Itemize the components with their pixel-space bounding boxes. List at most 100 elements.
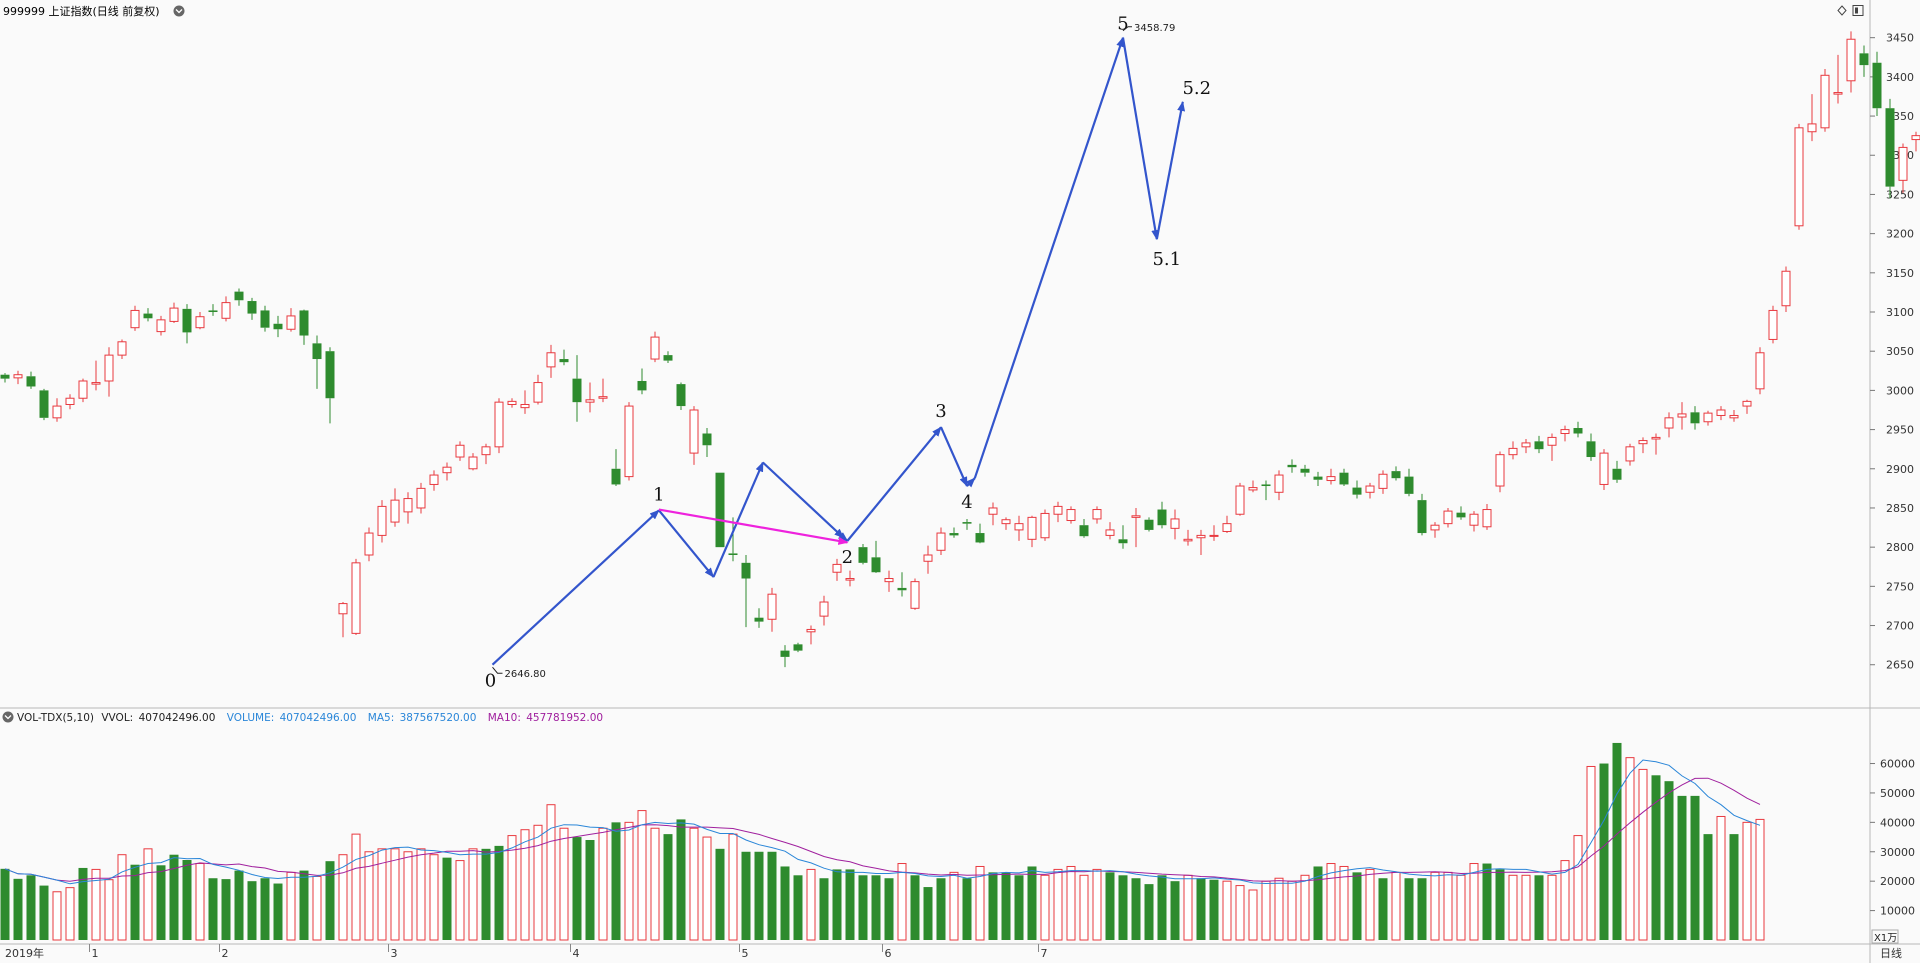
- candle: [1820, 69, 1830, 132]
- volume-bar: [351, 833, 361, 941]
- volume-bar: [793, 875, 803, 940]
- candle: [247, 297, 257, 320]
- volume-bar: [910, 875, 920, 940]
- volume-bar: [299, 870, 309, 940]
- volume-bar: [117, 854, 127, 941]
- low-annotation: 2646.80: [492, 666, 546, 680]
- candle: [1456, 506, 1466, 520]
- candle: [78, 378, 88, 403]
- volume-bar: [1703, 834, 1713, 940]
- volume-bar: [1404, 878, 1414, 940]
- candle: [1118, 525, 1128, 549]
- candle: [689, 406, 699, 465]
- volume-bar: [169, 854, 179, 940]
- candle: [1742, 399, 1752, 414]
- candle: [949, 527, 959, 538]
- wave-label: 5: [1117, 14, 1128, 35]
- candle: [1807, 94, 1817, 142]
- volume-bar: [1469, 863, 1479, 941]
- wave-arrow: [965, 477, 976, 488]
- volume-bar: [819, 878, 829, 940]
- volume-bar: [845, 869, 855, 940]
- ma10-value: 457781952.00: [526, 712, 603, 724]
- volume-bar: [494, 845, 504, 940]
- price-tick-label: 3400: [1886, 71, 1914, 84]
- volume-bar: [273, 883, 283, 940]
- volume-bar: [1482, 863, 1492, 940]
- month-tick-label: 6: [885, 947, 892, 960]
- volume-bar: [676, 819, 686, 940]
- volume-bar: [1612, 742, 1622, 940]
- month-tick-label: 7: [1041, 947, 1048, 960]
- chevron-down-icon[interactable]: [173, 5, 185, 17]
- candle: [1560, 425, 1570, 442]
- volume-bar: [975, 865, 985, 941]
- volume-bar: [1573, 835, 1583, 941]
- volume-bar: [663, 834, 673, 940]
- volume-bar: [780, 866, 790, 940]
- candle: [1651, 433, 1661, 455]
- candle: [338, 602, 348, 638]
- volume-bar: [1326, 863, 1336, 941]
- volume-bar: [403, 851, 413, 941]
- candle: [52, 398, 62, 422]
- volume-bar: [1157, 875, 1167, 940]
- candle: [1755, 347, 1765, 395]
- candle: [1768, 305, 1778, 344]
- volume-bar: [455, 860, 465, 941]
- candle: [273, 315, 283, 338]
- candle: [1404, 468, 1414, 497]
- candle: [494, 398, 504, 454]
- volume-bar: [832, 869, 842, 940]
- candle: [1053, 501, 1063, 523]
- candle: [481, 443, 491, 465]
- candle: [1287, 459, 1297, 473]
- volume-bar: [1053, 868, 1063, 941]
- panel-toggle-icon[interactable]: [1852, 5, 1864, 16]
- volume-bar: [325, 861, 335, 940]
- volume-bar: [1742, 821, 1752, 941]
- candle: [806, 625, 816, 645]
- candlestick-series: [0, 31, 1920, 668]
- volume-ma-lines: [4, 759, 1761, 885]
- candle: [1066, 506, 1076, 524]
- candle: [65, 394, 75, 410]
- indicator-menu-icon[interactable]: [2, 711, 14, 723]
- candle: [819, 595, 829, 626]
- wave-label: 3: [935, 401, 946, 422]
- candle: [923, 545, 933, 574]
- volume-bar: [1677, 795, 1687, 940]
- candle: [1209, 525, 1219, 541]
- svg-text:VOL-TDX(5,10) VVOL:: VOL-TDX(5,10) VVOL: 407042496.00 VOLUME:…: [17, 712, 603, 724]
- volume-bar: [13, 878, 23, 940]
- volume-bar: [1430, 871, 1440, 941]
- volume-bar: [481, 848, 491, 940]
- candle: [793, 642, 803, 653]
- candle: [767, 587, 777, 632]
- volume-bar: [247, 881, 257, 940]
- candle: [1300, 464, 1310, 477]
- diamond-icon[interactable]: [1837, 5, 1847, 16]
- candle: [1833, 54, 1843, 104]
- volume-bar: [702, 836, 712, 941]
- volume-bars: [0, 742, 1765, 941]
- volume-bar: [195, 863, 205, 941]
- candle: [221, 296, 231, 322]
- candle: [377, 500, 387, 543]
- volume-bar: [767, 851, 777, 940]
- volume-bar: [1131, 878, 1141, 940]
- candle: [1573, 421, 1583, 438]
- wave-arrow: [846, 426, 942, 542]
- candle: [26, 371, 36, 389]
- volume-bar: [1443, 871, 1453, 941]
- price-tick-label: 3450: [1886, 32, 1914, 45]
- volume-axis: 10000 20000 30000 40000 50000 60000: [1870, 758, 1915, 918]
- volume-bar: [1547, 874, 1557, 941]
- period-label[interactable]: 日线: [1880, 946, 1902, 960]
- candle: [1872, 51, 1882, 117]
- high-annotation: 3458.79: [1122, 23, 1175, 34]
- candle: [1157, 501, 1167, 529]
- candle: [1352, 480, 1362, 499]
- candle: [676, 382, 686, 410]
